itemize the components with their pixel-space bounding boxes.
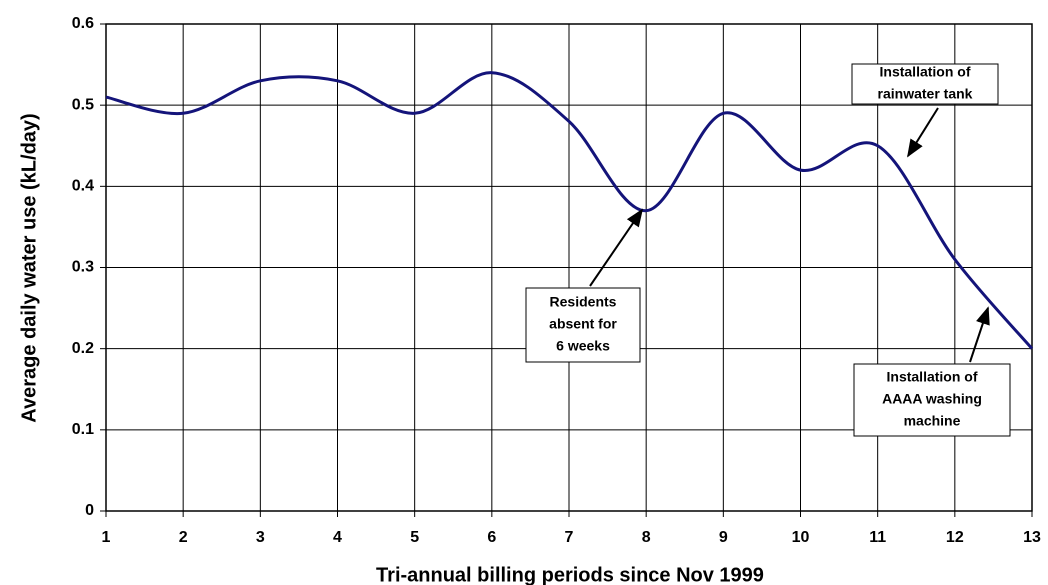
data-line: [105, 71, 1034, 350]
y-tick-label: 0.2: [72, 340, 94, 357]
annotation-text: AAAA washing: [882, 391, 982, 407]
y-tick-label: 0: [85, 502, 94, 519]
y-axis-label: Average daily water use (kL/day): [18, 113, 40, 422]
x-tick-label: 11: [869, 529, 886, 546]
x-tick-label: 9: [719, 529, 728, 546]
x-tick-label: 6: [487, 529, 496, 546]
annotation-box: [525, 287, 641, 363]
x-axis-label: Tri-annual billing periods since Nov 199…: [376, 564, 764, 585]
x-tick-label: 13: [1023, 529, 1041, 546]
x-tick-label: 8: [642, 529, 651, 546]
y-tick-label: 0.5: [72, 96, 94, 113]
annotation-text: Installation of: [887, 369, 978, 385]
annotation-arrow: [969, 306, 990, 363]
x-tick-label: 12: [946, 529, 964, 546]
annotation-text: 6 weeks: [556, 338, 610, 354]
annotation-box: [853, 363, 1011, 437]
annotation-text: Installation of: [880, 64, 971, 80]
x-tick-label: 7: [565, 529, 574, 546]
y-tick-label: 0.3: [72, 259, 94, 276]
x-tick-label: 4: [333, 529, 342, 546]
y-tick-label: 0.1: [72, 421, 94, 438]
annotation-box: [851, 63, 999, 105]
y-tick-label: 0.6: [72, 15, 94, 32]
x-tick-label: 1: [102, 529, 111, 546]
x-tick-label: 2: [179, 529, 188, 546]
x-tick-label: 10: [792, 529, 810, 546]
annotation-text: Residents: [550, 294, 617, 310]
annotation-arrow: [907, 107, 939, 158]
plot-border: [105, 23, 1033, 512]
annotation-text: absent for: [549, 316, 617, 332]
annotation-text: machine: [904, 413, 961, 429]
annotation-arrow: [589, 208, 644, 287]
x-tick-label: 3: [256, 529, 265, 546]
y-tick-label: 0.4: [72, 178, 94, 195]
annotation-text: rainwater tank: [878, 86, 973, 102]
x-tick-label: 5: [410, 529, 419, 546]
